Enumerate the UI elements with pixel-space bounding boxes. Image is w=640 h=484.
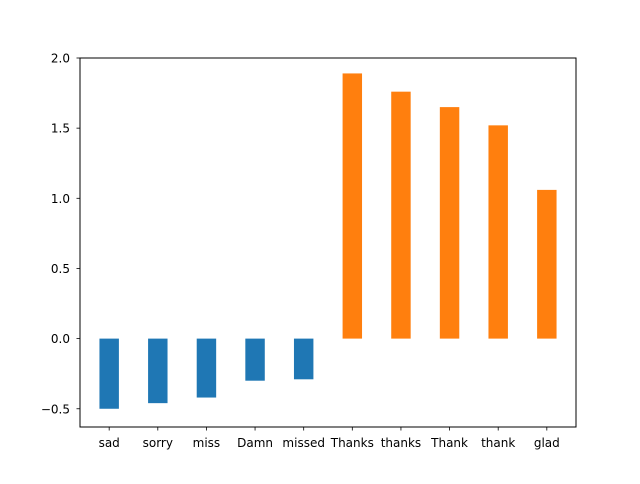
- y-tick-label: 1.5: [51, 122, 70, 136]
- bar-missed: [293, 338, 314, 380]
- bar-thank: [439, 107, 460, 339]
- y-tick-label: 2.0: [51, 52, 70, 66]
- bar-sad: [99, 338, 119, 409]
- x-tick-label-missed: missed: [282, 436, 325, 450]
- bar-glad: [537, 189, 557, 339]
- x-axis-ticks: sad sorry miss Damn missed Thanks thanks Thank t…: [99, 427, 560, 450]
- bar-sorry: [148, 338, 168, 404]
- bar-thanks: [342, 73, 363, 339]
- x-tick-label-miss: miss: [193, 436, 221, 450]
- x-tick-label-thank: Thank: [430, 436, 468, 450]
- y-tick-label: −0.5: [41, 402, 70, 416]
- y-axis-ticks: −0.5 0.0 0.5 1.0 1.5 2.0: [41, 52, 80, 416]
- bar-thanks: [391, 91, 411, 339]
- y-tick-label: 1.0: [51, 192, 70, 206]
- bar-damn: [245, 338, 265, 381]
- bars-layer: [99, 73, 557, 409]
- x-tick-label-thanks: Thanks: [330, 436, 374, 450]
- y-tick-label: 0.5: [51, 262, 70, 276]
- plot-frame: [79, 57, 577, 428]
- y-tick-label: 0.0: [51, 332, 70, 346]
- x-tick-label-sorry: sorry: [143, 436, 173, 450]
- x-tick-label-damn: Damn: [237, 436, 273, 450]
- x-tick-label-sad: sad: [99, 436, 120, 450]
- bar-thank: [488, 125, 508, 339]
- bar-miss: [196, 338, 217, 398]
- x-tick-label-glad: glad: [534, 436, 560, 450]
- x-tick-label-thanks: thanks: [381, 436, 421, 450]
- x-tick-label-thank: thank: [481, 436, 515, 450]
